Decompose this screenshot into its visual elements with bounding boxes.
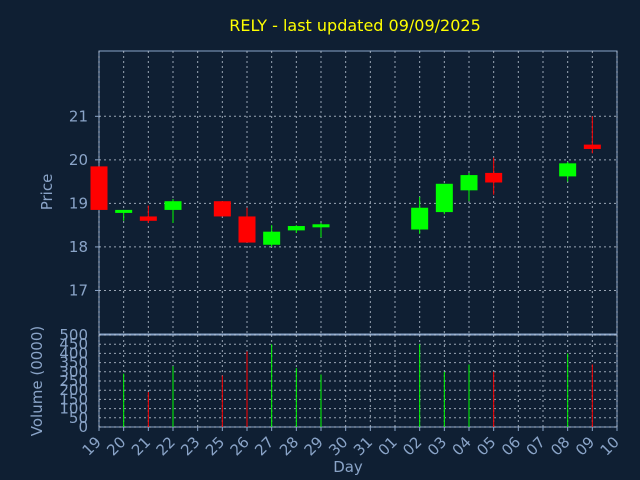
candle-body [90, 166, 108, 210]
x-tick-label: 21 [128, 433, 154, 459]
volume-tick-label: 200 [59, 381, 88, 399]
x-tick-label: 20 [103, 433, 129, 459]
x-tick-label: 23 [177, 433, 203, 459]
x-tick-label: 26 [227, 433, 253, 459]
x-tick-label: 09 [572, 433, 598, 459]
x-tick-label: 04 [449, 433, 475, 459]
x-tick-label: 27 [251, 433, 277, 459]
x-tick-label: 10 [597, 433, 623, 459]
price-tick-label: 21 [69, 107, 88, 125]
x-tick-label: 31 [350, 433, 376, 459]
candle-body [411, 207, 429, 230]
x-tick-label: 08 [547, 433, 573, 459]
volume-tick-label: 350 [59, 354, 88, 372]
candle-body [263, 231, 281, 245]
x-tick-label: 01 [375, 433, 401, 459]
volume-tick-label: 300 [59, 363, 88, 381]
x-tick-label: 25 [202, 433, 228, 459]
price-tick-label: 19 [69, 194, 88, 212]
x-tick-label: 02 [399, 433, 425, 459]
candle-body [435, 183, 453, 213]
volume-tick-label: 500 [59, 326, 88, 344]
volume-tick-label: 400 [59, 344, 88, 362]
x-tick-label: 22 [153, 433, 179, 459]
chart-title: RELY - last updated 09/09/2025 [229, 16, 481, 35]
candle-body [238, 216, 256, 243]
price-axis-label: Price [38, 174, 56, 211]
x-axis: 1920212223252627282930310102030405060708… [79, 427, 623, 459]
candle-body [485, 172, 503, 183]
candle-body [164, 201, 182, 210]
x-tick-label: 29 [301, 433, 327, 459]
volume-tick-label: 0 [78, 418, 88, 436]
candle-body [139, 216, 157, 221]
x-tick-label: 28 [276, 433, 302, 459]
candle-body [287, 226, 305, 231]
x-tick-label: 05 [473, 433, 499, 459]
x-tick-label: 06 [498, 433, 524, 459]
x-tick-label: 03 [424, 433, 450, 459]
x-tick-label: 07 [523, 433, 549, 459]
price-tick-label: 17 [69, 281, 88, 299]
candle-body [213, 201, 231, 217]
candle-body [312, 224, 330, 228]
candle-body [559, 163, 577, 177]
volume-tick-label: 450 [59, 335, 88, 353]
volume-axis-label: Volume (0000) [28, 326, 46, 436]
price-tick-label: 18 [69, 238, 88, 256]
candle-body [583, 144, 601, 149]
price-tick-label: 20 [69, 151, 88, 169]
candle-body [115, 209, 133, 213]
x-tick-label: 30 [325, 433, 351, 459]
volume-tick-label: 100 [59, 400, 88, 418]
volume-tick-label: 50 [69, 409, 88, 427]
volume-tick-label: 150 [59, 390, 88, 408]
price-frame [98, 50, 618, 335]
price-panel: 17 18 19 20 21 [69, 50, 618, 335]
volume-tick-label: 250 [59, 372, 88, 390]
x-tick-label: 19 [79, 433, 105, 459]
candle-body [460, 175, 478, 191]
x-axis-label: Day [333, 458, 363, 476]
